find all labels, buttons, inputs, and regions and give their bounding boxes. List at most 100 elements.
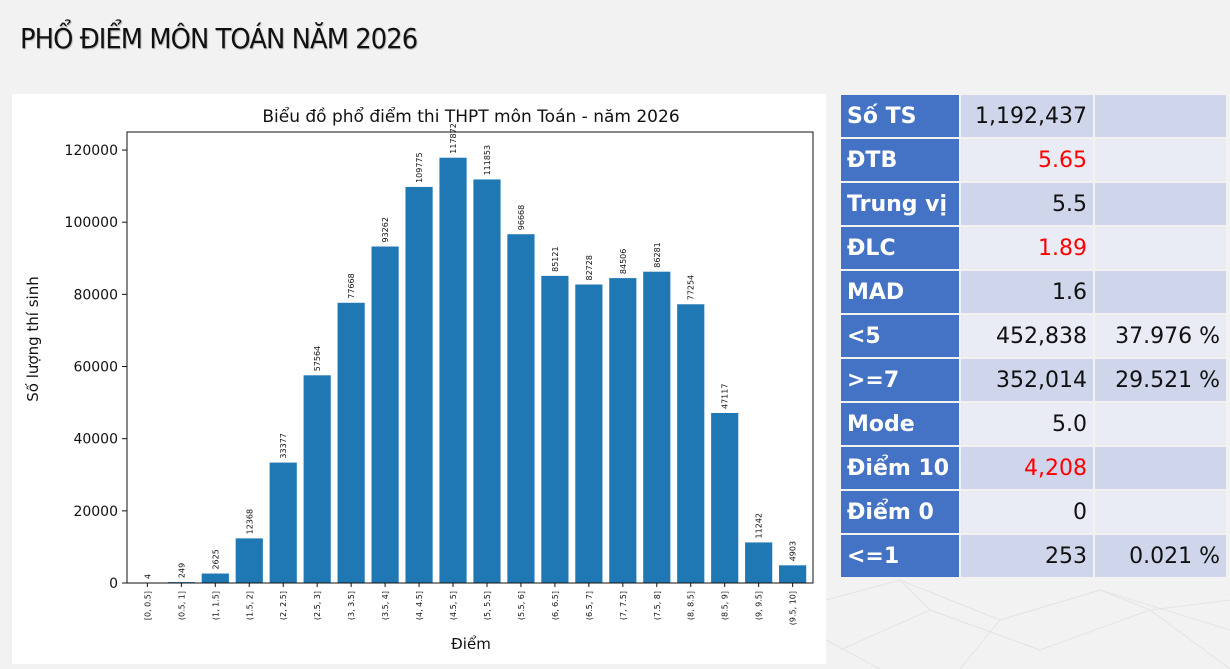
bar-data-label: 85121 (551, 246, 560, 271)
stat-value: 5.65 (961, 139, 1093, 181)
bar-data-label: 4 (143, 574, 152, 579)
bar (439, 157, 467, 583)
x-tick-label: (9, 9.5] (755, 591, 764, 620)
stats-row: MAD 1.6 (841, 271, 1226, 313)
stat-value: 1.6 (961, 271, 1093, 313)
stat-percent: 0.021 % (1095, 535, 1226, 577)
stats-row: Số TS 1,192,437 (841, 95, 1226, 137)
x-tick-label: (5.5, 6] (517, 591, 526, 620)
bar-data-label: 96668 (517, 205, 526, 230)
stats-row: ĐTB 5.65 (841, 139, 1226, 181)
bar-data-label: 84506 (619, 249, 628, 274)
bar-data-label: 57564 (313, 346, 322, 371)
stat-percent (1095, 447, 1226, 489)
y-tick-label: 20000 (73, 504, 118, 520)
stat-value: 1.89 (961, 227, 1093, 269)
bar-data-label: 12368 (245, 509, 254, 534)
bar-data-label: 109775 (415, 152, 424, 183)
stat-label: Số TS (841, 95, 959, 137)
stat-percent (1095, 139, 1226, 181)
x-tick-label: (4.5, 5] (449, 591, 458, 620)
chart-title: Biểu đồ phổ điểm thi THPT môn Toán - năm… (262, 106, 679, 127)
page-title: PHỔ ĐIỂM MÔN TOÁN NĂM 2026 (20, 22, 418, 55)
x-tick-label: (0.5, 1] (177, 591, 186, 620)
bar (303, 375, 331, 583)
x-tick-label: (8.5, 9] (721, 591, 730, 620)
y-tick-label: 40000 (73, 432, 118, 448)
bar-data-label: 117872 (449, 123, 458, 154)
y-tick-label: 120000 (65, 143, 118, 159)
x-tick-label: (3.5, 4] (381, 591, 390, 620)
bar-data-label: 77668 (347, 273, 356, 298)
stat-label: Mode (841, 403, 959, 445)
stats-table: Số TS 1,192,437 ĐTB 5.65 Trung vị 5.5 ĐLC 1.89 M… (839, 93, 1228, 579)
stat-label: Điểm 0 (841, 491, 959, 533)
y-tick-label: 0 (109, 576, 118, 592)
stat-percent (1095, 491, 1226, 533)
x-tick-label: (7, 7.5] (619, 591, 628, 620)
bar-data-label: 86281 (653, 242, 662, 267)
x-tick-label: (5, 5.5] (483, 591, 492, 620)
y-tick-label: 60000 (73, 360, 118, 376)
bar (677, 304, 705, 583)
bar-data-label: 4903 (789, 541, 798, 561)
bar-data-label: 249 (177, 563, 186, 578)
stat-value: 452,838 (961, 315, 1093, 357)
bar (473, 179, 501, 583)
bar-data-label: 11242 (755, 513, 764, 538)
bar (643, 271, 671, 583)
stat-label: Trung vị (841, 183, 959, 225)
bar-data-label: 93262 (381, 217, 390, 242)
x-axis-label: Điểm (451, 635, 491, 653)
bar (337, 302, 365, 583)
bar (201, 573, 229, 583)
bar-data-label: 111853 (483, 145, 492, 176)
stat-value: 0 (961, 491, 1093, 533)
stat-label: ĐLC (841, 227, 959, 269)
stat-percent (1095, 183, 1226, 225)
stat-percent (1095, 95, 1226, 137)
stat-percent (1095, 403, 1226, 445)
bar-data-label: 82728 (585, 255, 594, 280)
stat-value: 253 (961, 535, 1093, 577)
x-tick-label: (2, 2.5] (279, 591, 288, 620)
bar-data-label: 77254 (687, 275, 696, 300)
stat-label: >=7 (841, 359, 959, 401)
x-tick-label: (8, 8.5] (687, 591, 696, 620)
stats-row: <=1 253 0.021 % (841, 535, 1226, 577)
stats-row: <5 452,838 37.976 % (841, 315, 1226, 357)
x-tick-label: (9.5, 10] (789, 591, 798, 625)
bar (371, 246, 399, 584)
x-tick-label: (2.5, 3] (313, 591, 322, 620)
bar (405, 186, 433, 583)
y-axis-label: Số lượng thí sinh (24, 276, 42, 401)
x-tick-label: (4, 4.5] (415, 591, 424, 620)
stat-label: <=1 (841, 535, 959, 577)
bar (711, 413, 739, 583)
stats-row: ĐLC 1.89 (841, 227, 1226, 269)
bar (779, 565, 807, 583)
y-tick-label: 100000 (65, 215, 118, 231)
stats-row: Mode 5.0 (841, 403, 1226, 445)
stat-value: 5.5 (961, 183, 1093, 225)
x-tick-label: (3, 3.5] (347, 591, 356, 620)
bar (745, 542, 773, 583)
x-tick-label: (1.5, 2] (245, 591, 254, 620)
stat-value: 352,014 (961, 359, 1093, 401)
chart-panel: Biểu đồ phổ điểm thi THPT môn Toán - năm… (12, 94, 826, 664)
stats-row: Trung vị 5.5 (841, 183, 1226, 225)
histogram-chart: Biểu đồ phổ điểm thi THPT môn Toán - năm… (24, 106, 814, 653)
x-tick-label: (7.5, 8] (653, 591, 662, 620)
x-tick-label: [0, 0.5] (143, 591, 152, 620)
stat-value: 4,208 (961, 447, 1093, 489)
bar-data-label: 33377 (279, 433, 288, 458)
bar (235, 538, 263, 583)
bar (507, 234, 535, 583)
stat-percent: 37.976 % (1095, 315, 1226, 357)
plot-frame (126, 131, 814, 584)
stat-label: ĐTB (841, 139, 959, 181)
bar (609, 278, 637, 583)
bar (269, 462, 297, 583)
